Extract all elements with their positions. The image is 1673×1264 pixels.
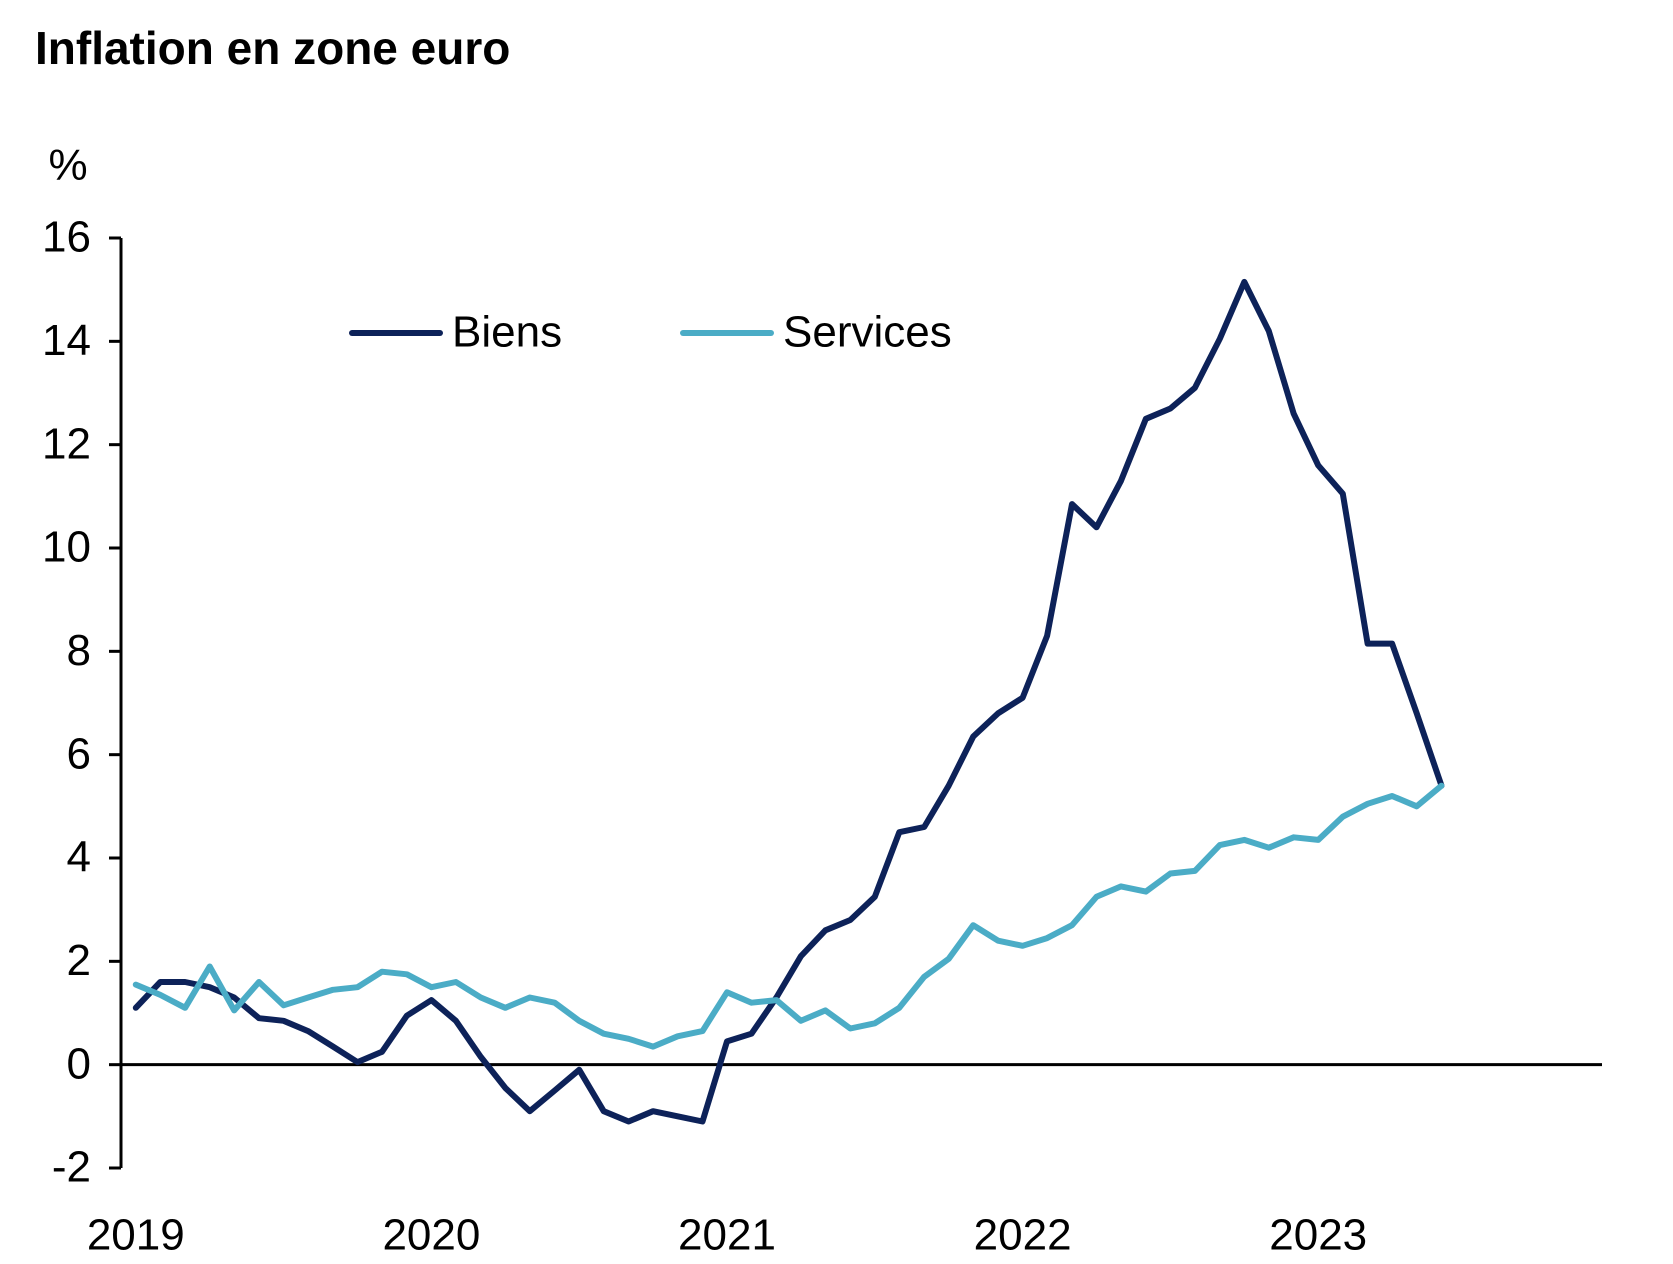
legend-label: Services <box>783 308 952 357</box>
chart-title: Inflation en zone euro <box>35 22 510 74</box>
y-tick-label: 16 <box>42 213 91 262</box>
y-tick-label: 12 <box>42 419 91 468</box>
y-tick-label: 4 <box>67 833 91 882</box>
x-tick-label: 2019 <box>87 1211 185 1260</box>
y-tick-label: 8 <box>67 626 91 675</box>
legend-label: Biens <box>452 308 562 357</box>
x-tick-label: 2023 <box>1269 1211 1367 1260</box>
series-line <box>132 782 1445 1050</box>
y-tick-label: 6 <box>67 729 91 778</box>
x-tick-label: 2021 <box>678 1211 776 1260</box>
y-tick-label: 0 <box>67 1039 91 1088</box>
y-tick-label: -2 <box>52 1143 91 1192</box>
y-tick-label: 10 <box>42 523 91 572</box>
series-line <box>132 278 1445 1125</box>
x-tick-label: 2022 <box>974 1211 1072 1260</box>
y-tick-label: 14 <box>42 316 91 365</box>
x-tick-label: 2020 <box>382 1211 480 1260</box>
y-tick-label: 2 <box>67 936 91 985</box>
y-axis-label: % <box>48 141 87 190</box>
